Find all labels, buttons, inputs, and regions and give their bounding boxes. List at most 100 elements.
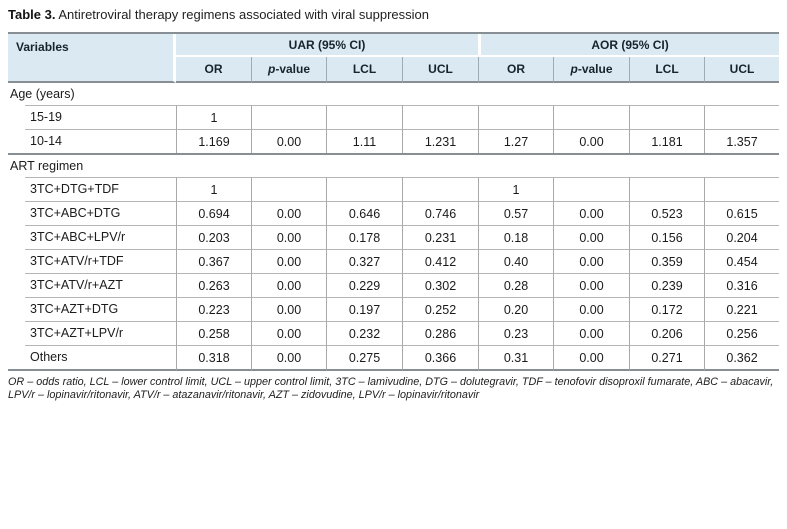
- value-cell: 0.359: [629, 249, 704, 273]
- value-cell: 0.00: [251, 345, 326, 371]
- value-cell: 1.27: [478, 129, 553, 153]
- value-cell: 0.197: [326, 297, 402, 321]
- value-cell: 0.00: [251, 321, 326, 345]
- value-cell: 1: [176, 177, 251, 201]
- value-cell: 0.00: [553, 201, 629, 225]
- table-header: Variables UAR (95% CI) AOR (95% CI) OR p…: [8, 34, 780, 83]
- section-label: Age (years): [8, 83, 780, 105]
- value-cell: 0.00: [251, 201, 326, 225]
- value-cell: 0.746: [402, 201, 478, 225]
- value-cell: 0.232: [326, 321, 402, 345]
- value-cell: 0.28: [478, 273, 553, 297]
- value-cell: 0.271: [629, 345, 704, 371]
- value-cell: [251, 177, 326, 201]
- table-row: 3TC+ATV/r+TDF 0.367 0.00 0.327 0.412 0.40 0.00…: [8, 249, 780, 273]
- value-cell: 0.221: [704, 297, 780, 321]
- table-row: 3TC+AZT+DTG 0.223 0.00 0.197 0.252 0.20 0.00 0.…: [8, 297, 780, 321]
- value-cell: 0.00: [251, 297, 326, 321]
- column-header-pvalue-uar: p-value: [251, 57, 326, 83]
- table-footnote: OR – odds ratio, LCL – lower control lim…: [8, 376, 774, 401]
- value-cell: 0.412: [402, 249, 478, 273]
- value-cell: [402, 105, 478, 129]
- value-cell: 0.00: [553, 273, 629, 297]
- value-cell: 0.00: [553, 129, 629, 153]
- value-cell: 0.231: [402, 225, 478, 249]
- value-cell: 0.204: [704, 225, 780, 249]
- variable-cell: 3TC+AZT+DTG: [8, 297, 176, 321]
- value-cell: 0.00: [553, 249, 629, 273]
- variable-cell: 10-14: [8, 129, 176, 153]
- value-cell: 0.00: [553, 345, 629, 371]
- variable-cell: 15-19: [8, 105, 176, 129]
- value-cell: 0.156: [629, 225, 704, 249]
- value-cell: 0.256: [704, 321, 780, 345]
- column-header-lcl-aor: LCL: [629, 57, 704, 83]
- variable-cell: 3TC+ABC+LPV/r: [8, 225, 176, 249]
- value-cell: 0.40: [478, 249, 553, 273]
- value-cell: 1.11: [326, 129, 402, 153]
- value-cell: 0.263: [176, 273, 251, 297]
- value-cell: 0.206: [629, 321, 704, 345]
- table-row: 15-19 1: [8, 105, 780, 129]
- value-cell: 0.523: [629, 201, 704, 225]
- page: Table 3. Antiretroviral therapy regimens…: [8, 7, 780, 401]
- group-header-row: Variables UAR (95% CI) AOR (95% CI): [8, 34, 780, 83]
- value-cell: 0.172: [629, 297, 704, 321]
- value-cell: 0.258: [176, 321, 251, 345]
- value-cell: 0.00: [251, 273, 326, 297]
- value-cell: 0.00: [251, 225, 326, 249]
- value-cell: [629, 105, 704, 129]
- value-cell: 0.318: [176, 345, 251, 371]
- value-cell: 0.286: [402, 321, 478, 345]
- value-cell: 0.31: [478, 345, 553, 371]
- value-cell: [704, 105, 780, 129]
- table-row: 3TC+ABC+LPV/r 0.203 0.00 0.178 0.231 0.18 0.00…: [8, 225, 780, 249]
- value-cell: [704, 177, 780, 201]
- value-cell: 0.00: [251, 249, 326, 273]
- value-cell: 0.223: [176, 297, 251, 321]
- value-cell: [629, 177, 704, 201]
- value-cell: 0.229: [326, 273, 402, 297]
- variable-cell: Others: [8, 345, 176, 371]
- column-header-ucl-uar: UCL: [402, 57, 478, 83]
- section-label: ART regimen: [8, 153, 780, 177]
- column-group-aor: AOR (95% CI): [478, 34, 780, 57]
- column-header-ucl-aor: UCL: [704, 57, 780, 83]
- value-cell: 0.694: [176, 201, 251, 225]
- value-cell: [478, 105, 553, 129]
- value-cell: 0.275: [326, 345, 402, 371]
- value-cell: 0.18: [478, 225, 553, 249]
- value-cell: 0.239: [629, 273, 704, 297]
- value-cell: [326, 177, 402, 201]
- value-cell: 0.454: [704, 249, 780, 273]
- value-cell: 1.357: [704, 129, 780, 153]
- variable-cell: 3TC+AZT+LPV/r: [8, 321, 176, 345]
- value-cell: 0.00: [553, 225, 629, 249]
- column-header-lcl-uar: LCL: [326, 57, 402, 83]
- table-body: Age (years) 15-19 1 10-14 1.169 0.00 1.11 1.231…: [8, 83, 780, 371]
- section-row: ART regimen: [8, 153, 780, 177]
- sub-header-row: OR p-value LCL UCL OR p-value LCL UCL: [8, 57, 780, 83]
- variable-cell: 3TC+ABC+DTG: [8, 201, 176, 225]
- value-cell: 1.169: [176, 129, 251, 153]
- variable-cell: 3TC+ATV/r+AZT: [8, 273, 176, 297]
- value-cell: 0.00: [553, 321, 629, 345]
- variable-cell: 3TC+ATV/r+TDF: [8, 249, 176, 273]
- table-title-label: Table 3.: [8, 7, 56, 22]
- table-row: 3TC+ATV/r+AZT 0.263 0.00 0.229 0.302 0.28 0.00…: [8, 273, 780, 297]
- value-cell: 0.57: [478, 201, 553, 225]
- value-cell: 0.252: [402, 297, 478, 321]
- value-cell: 0.327: [326, 249, 402, 273]
- value-cell: 0.367: [176, 249, 251, 273]
- variable-cell: 3TC+DTG+TDF: [8, 177, 176, 201]
- value-cell: 0.366: [402, 345, 478, 371]
- section-row: Age (years): [8, 83, 780, 105]
- value-cell: 1.181: [629, 129, 704, 153]
- value-cell: 0.362: [704, 345, 780, 371]
- column-header-variables: Variables: [8, 34, 176, 83]
- column-group-uar: UAR (95% CI): [176, 34, 478, 57]
- value-cell: 0.00: [553, 297, 629, 321]
- column-header-or-uar: OR: [176, 57, 251, 83]
- table-title-text: Antiretroviral therapy regimens associat…: [55, 7, 430, 22]
- results-table: Variables UAR (95% CI) AOR (95% CI) OR p…: [8, 32, 780, 371]
